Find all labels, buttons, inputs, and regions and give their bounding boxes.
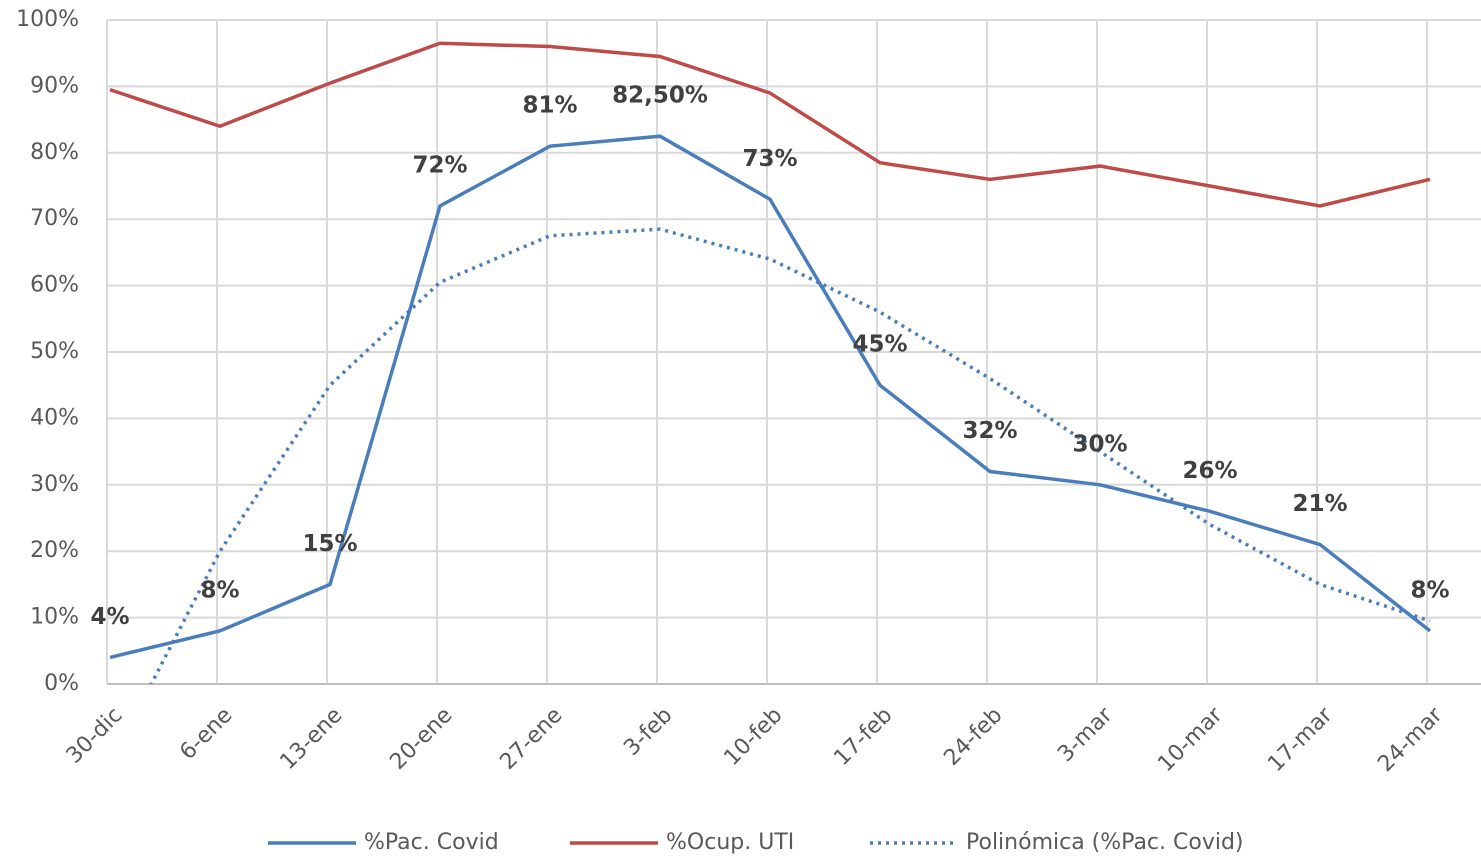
x-tick-label: 27-ene: [495, 703, 567, 775]
data-label: 30%: [1072, 431, 1127, 457]
x-tick-label: 17-mar: [1263, 702, 1338, 777]
x-tick-label: 24-feb: [939, 703, 1007, 771]
y-tick-label: 80%: [30, 140, 79, 165]
y-tick-label: 100%: [16, 7, 79, 32]
x-tick-label: 10-feb: [719, 703, 787, 771]
data-label: 45%: [852, 332, 907, 358]
y-tick-label: 30%: [30, 472, 79, 497]
x-tick-label: 20-ene: [385, 703, 457, 775]
data-label: 21%: [1292, 491, 1347, 517]
y-tick-label: 90%: [30, 73, 79, 98]
y-tick-label: 10%: [30, 605, 79, 630]
plot-area: [109, 41, 1432, 684]
data-label: 26%: [1182, 458, 1237, 484]
legend-label: Polinómica (%Pac. Covid): [966, 830, 1244, 855]
x-tick-label: 17-feb: [829, 703, 897, 771]
y-tick-label: 50%: [30, 339, 79, 364]
data-label: 8%: [1410, 577, 1449, 603]
data-label: 8%: [200, 577, 239, 603]
data-label: 15%: [302, 531, 357, 557]
y-tick-label: 0%: [44, 671, 79, 696]
x-tick-label: 13-ene: [275, 703, 347, 775]
line-series: [109, 134, 1432, 660]
x-tick-label: 6-ene: [175, 703, 237, 765]
data-label: 73%: [742, 146, 797, 172]
data-label: 4%: [90, 604, 129, 630]
legend-label: %Pac. Covid: [364, 830, 499, 855]
y-tick-label: 70%: [30, 206, 79, 231]
x-tick-label: 24-mar: [1373, 702, 1448, 777]
x-tick-label: 3-mar: [1053, 702, 1118, 767]
x-tick-label: 10-mar: [1153, 702, 1228, 777]
data-label: 81%: [522, 93, 577, 119]
x-tick-label: 30-dic: [62, 703, 128, 769]
data-label: 32%: [962, 418, 1017, 444]
data-label: 82,50%: [612, 83, 708, 109]
data-label: 72%: [412, 152, 467, 178]
x-tick-label: 3-feb: [619, 703, 677, 761]
y-tick-label: 60%: [30, 273, 79, 298]
y-tick-label: 20%: [30, 538, 79, 563]
y-tick-label: 40%: [30, 405, 79, 430]
legend-label: %Ocup. UTI: [666, 830, 794, 855]
line-series: [109, 41, 1431, 208]
